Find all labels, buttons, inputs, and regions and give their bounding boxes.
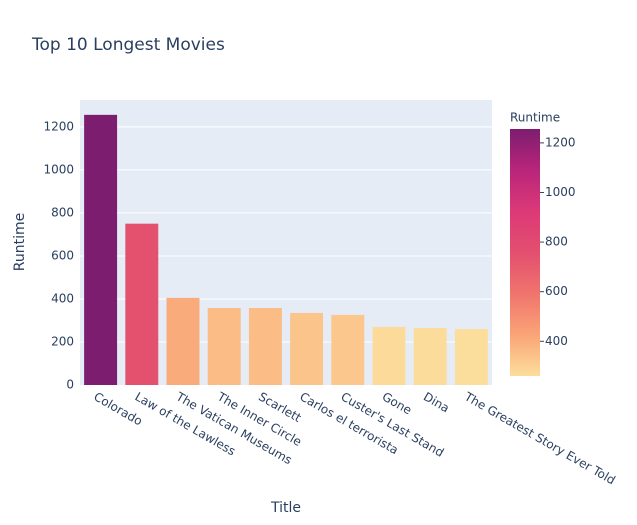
y-tick-label: 200 xyxy=(51,334,74,348)
bar xyxy=(207,307,241,385)
y-tick-label: 600 xyxy=(51,248,74,262)
bar xyxy=(454,329,488,385)
colorbar-tick-label: 1200 xyxy=(545,135,576,149)
bar xyxy=(84,114,118,386)
colorbar-tick-label: 600 xyxy=(545,284,568,298)
x-axis-title: Title xyxy=(270,500,301,516)
y-tick-label: 800 xyxy=(51,205,74,219)
colorbar-tick-label: 800 xyxy=(545,235,568,249)
y-axis-title: Runtime xyxy=(12,213,28,271)
y-tick-label: 400 xyxy=(51,291,74,305)
colorbar-title: Runtime xyxy=(510,111,560,125)
bar xyxy=(248,307,282,385)
y-tick-label: 1200 xyxy=(43,119,74,133)
x-tick-label: The Greatest Story Ever Told xyxy=(461,389,617,487)
colorbar-tick-label: 1000 xyxy=(545,185,576,199)
bar xyxy=(166,297,200,385)
bar xyxy=(331,314,365,385)
bar xyxy=(125,223,159,385)
y-tick-label: 0 xyxy=(66,378,74,392)
bar xyxy=(413,328,447,385)
bar xyxy=(290,312,324,385)
colorbar-tick-label: 400 xyxy=(545,334,568,348)
bar xyxy=(372,326,406,385)
x-tick-label: Dina xyxy=(421,390,452,416)
y-tick-label: 1000 xyxy=(43,162,74,176)
chart-title: Top 10 Longest Movies xyxy=(31,35,225,55)
colorbar xyxy=(510,129,540,376)
